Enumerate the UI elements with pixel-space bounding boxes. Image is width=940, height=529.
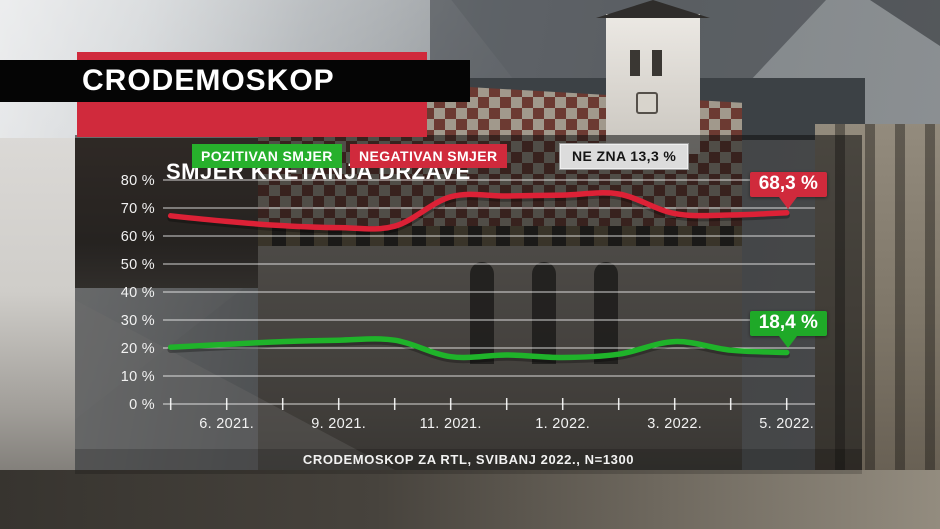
tower-window	[652, 50, 662, 76]
background-pavement	[0, 470, 940, 529]
legend-item-positive: POZITIVAN SMJER	[192, 144, 342, 168]
caption-strip	[75, 449, 862, 474]
legend-item-negative: NEGATIVAN SMJER	[350, 144, 507, 168]
negative-end-value: 68,3 %	[758, 172, 818, 194]
positive-end-value-badge: 18,4 %	[749, 311, 827, 349]
tower-window	[630, 50, 640, 76]
church-tower	[606, 14, 700, 154]
title-bar: CRODEMOSKOP	[0, 60, 470, 102]
background-left-wall	[0, 138, 75, 480]
tower-clock	[636, 92, 658, 114]
positive-end-value: 18,4 %	[758, 312, 818, 334]
negative-end-value-badge: 68,3 %	[749, 171, 827, 209]
source-note: CRODEMOSKOP ZA RTL, SVIBANJ 2022., N=130…	[302, 452, 635, 467]
page-title: CRODEMOSKOP	[82, 64, 335, 97]
legend-item-unknown: NE ZNA 13,3 %	[559, 143, 690, 170]
